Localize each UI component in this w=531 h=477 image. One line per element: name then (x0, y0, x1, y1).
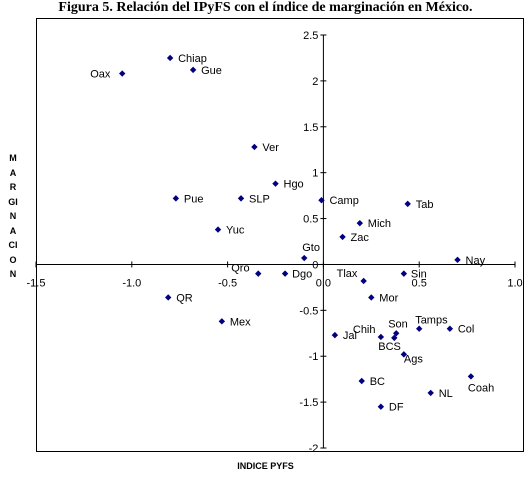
data-point-camp (318, 197, 325, 204)
data-point-oax (119, 70, 126, 77)
data-point-bcs (391, 334, 398, 342)
data-point-zac (339, 233, 346, 241)
point-label-gue: Gue (201, 65, 222, 77)
point-label-mex: Mex (230, 316, 251, 328)
point-label-sin: Sin (411, 269, 427, 281)
point-label-ver: Ver (262, 142, 279, 154)
data-point-slp (237, 195, 245, 202)
point-label-ags: Ags (404, 353, 423, 365)
point-label-nay: Nay (466, 255, 486, 267)
data-point-qro (255, 270, 262, 277)
point-label-nl: NL (439, 388, 453, 400)
data-point-pue (172, 195, 180, 202)
y-tick-label: 0 (312, 259, 318, 271)
data-point-ver (251, 143, 258, 151)
point-label-pue: Pue (184, 193, 204, 205)
y-tick-label: -2 (309, 443, 319, 455)
y-tick-label: 2 (312, 76, 318, 88)
point-label-bc: BC (370, 376, 385, 388)
data-point-gto (301, 254, 308, 262)
data-point-coah (467, 373, 475, 380)
point-label-bcs: BCS (378, 341, 401, 353)
data-point-qr (165, 294, 172, 301)
data-point-sin (400, 270, 408, 277)
point-label-chiap: Chiap (178, 53, 207, 65)
data-points (119, 54, 475, 410)
y-tick-label: 1.5 (303, 122, 318, 134)
data-point-mor (368, 294, 375, 301)
figure-title: Figura 5. Relación del IPyFS con el índi… (58, 0, 473, 15)
data-point-jal (331, 331, 339, 339)
plot-area (36, 18, 524, 452)
point-label-col: Col (458, 324, 475, 336)
point-label-jal: Jal (343, 330, 357, 342)
point-label-chih: Chih (353, 324, 376, 336)
data-point-col (446, 325, 454, 332)
point-label-coah: Coah (468, 382, 494, 394)
y-tick-label: 2.5 (303, 30, 318, 42)
data-point-gue (189, 66, 197, 74)
x-tick-label: 0.5 (412, 277, 427, 289)
point-label-tamps: Tamps (415, 315, 448, 327)
x-tick-label: -1.0 (122, 277, 141, 289)
x-tick-label: -1.5 (27, 277, 46, 289)
data-point-mex (218, 318, 226, 325)
point-label-son: Son (388, 318, 408, 330)
data-point-dgo (281, 270, 289, 277)
axes (35, 34, 516, 449)
point-label-slp: SLP (249, 193, 270, 205)
data-point-tlax (360, 277, 367, 285)
point-label-zac: Zac (351, 232, 370, 244)
point-label-hgo: Hgo (284, 179, 304, 191)
data-point-son (393, 330, 400, 337)
data-point-bc (358, 377, 365, 385)
x-tick-label: 1.0 (507, 277, 522, 289)
data-point-tab (404, 200, 411, 208)
point-label-dgo: Dgo (292, 269, 312, 281)
point-label-tlax: Tlax (337, 268, 358, 280)
y-tick-label: 0.5 (303, 214, 318, 226)
x-tick-label: -0.5 (218, 277, 237, 289)
point-label-df: DF (389, 402, 404, 414)
y-tick-label: -0.5 (299, 305, 318, 317)
data-point-nl (427, 389, 434, 397)
data-point-hgo (272, 180, 279, 187)
point-label-qr: QR (176, 292, 193, 304)
point-label-oax: Oax (90, 69, 111, 81)
data-point-df (377, 403, 385, 410)
data-point-ags (400, 351, 408, 358)
data-point-tamps (416, 325, 423, 332)
point-label-tab: Tab (416, 199, 434, 211)
point-label-yuc: Yuc (226, 225, 245, 237)
point-label-mor: Mor (379, 292, 398, 304)
y-axis-title: MARGINACION (8, 153, 18, 279)
data-point-nay (454, 256, 461, 264)
y-tick-label: -1 (309, 351, 319, 363)
data-point-yuc (214, 226, 222, 233)
x-tick-label: 0.0 (316, 277, 331, 289)
point-label-gto: Gto (302, 242, 320, 254)
point-label-mich: Mich (368, 218, 391, 230)
tick-labels: -1.5 -1.0 -0.5 0.0 0.5 1.0 2.5 2 1.5 1 0.5 0 -0.5 -1 -… (27, 30, 523, 455)
x-axis-title: INDICE PYFS (237, 461, 294, 471)
y-tick-label: -1.5 (299, 397, 318, 409)
data-point-mich (356, 219, 364, 227)
data-point-chiap (166, 54, 174, 62)
y-tick-label: 1 (312, 168, 318, 180)
point-label-qro: Qro (231, 263, 249, 275)
data-point-chih (377, 333, 385, 341)
point-label-camp: Camp (329, 195, 358, 207)
